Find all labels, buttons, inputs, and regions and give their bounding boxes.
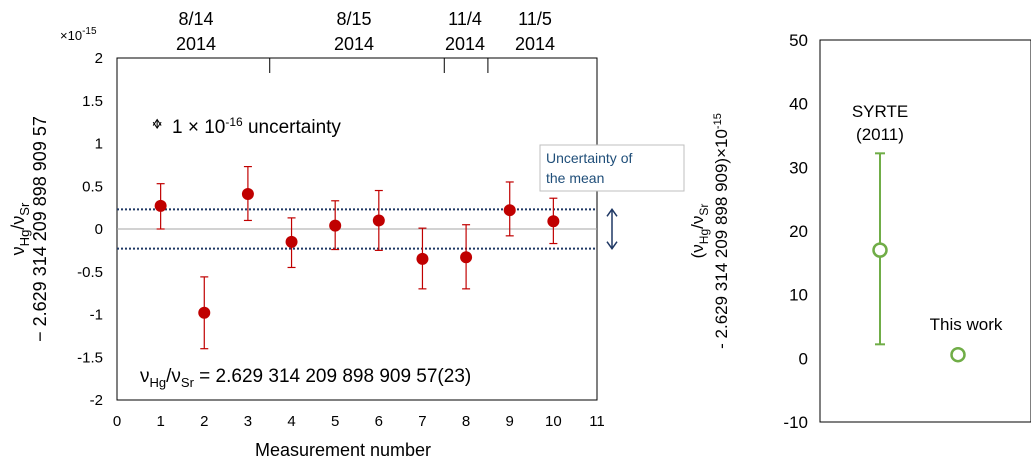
right-data-point-0 [874,244,887,257]
right-y-tick-2: 30 [789,158,808,177]
right-data-point-1 [952,348,965,361]
left-y-tick-5: -0.5 [77,264,103,281]
left-y-tick-8: -2 [90,392,103,409]
syrte-label: SYRTE [852,102,908,121]
mean-uncertainty-line1: Uncertainty of [546,150,632,166]
date-label-1-year: 2014 [334,34,374,54]
left-y-tick-1: 1.5 [82,93,103,110]
right-y-tick-labels: 50 40 30 20 10 0 -10 [783,31,808,432]
data-point-0 [155,200,167,212]
left-x-tick-6: 6 [375,413,383,430]
left-y-tick-7: -1.5 [77,349,103,366]
left-chart: 8/14 2014 8/15 2014 11/4 2014 11/5 2014 … [8,9,684,460]
data-point-8 [504,204,516,216]
left-date-labels: 8/14 2014 8/15 2014 11/4 2014 11/5 2014 [176,9,555,54]
left-x-tick-0: 0 [113,413,121,430]
left-y-axis-label-line2: − 2.629 314 209 898 909 57 [30,116,50,342]
left-x-tick-5: 5 [331,413,339,430]
left-y-exponent: ×10-15 [60,26,97,43]
right-y-axis-label-line2: - 2.629 314 209 898 909)×10-15 [712,113,731,349]
right-plot-frame [820,40,1031,422]
data-point-9 [547,215,559,227]
right-data-points [874,244,965,362]
data-point-3 [286,236,298,248]
left-x-tick-9: 9 [506,413,514,430]
left-x-tick-8: 8 [462,413,470,430]
mean-uncertainty-arrow [607,209,617,248]
left-y-tick-4: 0 [95,221,103,238]
left-x-tick-2: 2 [200,413,208,430]
left-y-tick-0: 2 [95,50,103,67]
syrte-year-label: (2011) [856,125,904,144]
left-x-axis-label: Measurement number [255,440,431,460]
result-value-label: νHg/νSr = 2.629 314 209 898 909 57(23) [140,366,471,390]
date-label-0-year: 2014 [176,34,216,54]
left-x-tick-3: 3 [244,413,252,430]
mean-uncertainty-line2: the mean [546,170,604,186]
date-label-1-date: 8/15 [336,9,371,29]
right-y-tick-6: -10 [783,413,808,432]
right-y-tick-0: 50 [789,31,808,50]
uncertainty-scale-arrow [153,120,161,129]
right-y-tick-5: 0 [799,349,808,368]
right-chart: 50 40 30 20 10 0 -10 SYRTE (2011) This work (ν… [688,31,1031,432]
left-date-dividers [270,58,488,73]
date-label-3-date: 11/5 [518,9,552,29]
right-y-tick-3: 20 [789,222,808,241]
left-x-tick-11: 11 [589,413,605,430]
date-label-2-year: 2014 [445,34,485,54]
left-x-tick-labels: 0 1 2 3 4 5 6 7 8 9 10 11 [113,413,605,430]
left-error-bars [157,167,558,349]
data-point-4 [329,220,341,232]
right-y-tick-1: 40 [789,95,808,114]
left-x-tick-10: 10 [545,413,562,430]
right-y-tick-4: 10 [789,286,808,305]
this-work-label: This work [930,315,1003,334]
data-point-7 [460,251,472,263]
date-label-0-date: 8/14 [178,9,213,29]
left-y-tick-6: -1 [90,307,103,324]
left-y-tick-labels: 2 1.5 1 0.5 0 -0.5 -1 -1.5 -2 [77,50,103,409]
left-y-tick-3: 0.5 [82,178,103,195]
left-y-tick-2: 1 [95,136,103,153]
left-y-axis-label-line1: νHg/νSr [8,202,32,255]
date-label-3-year: 2014 [515,34,555,54]
data-point-1 [198,307,210,319]
left-x-tick-4: 4 [287,413,295,430]
date-label-2-date: 11/4 [448,9,482,29]
data-point-2 [242,188,254,200]
left-x-tick-7: 7 [418,413,426,430]
data-point-5 [373,214,385,226]
left-data-points [155,188,560,319]
right-y-axis-label-line1: (νHg/νSr [688,204,711,259]
uncertainty-scale-label: 1 × 10-16 uncertainty [172,115,341,138]
data-point-6 [416,253,428,265]
left-x-tick-1: 1 [156,413,164,430]
